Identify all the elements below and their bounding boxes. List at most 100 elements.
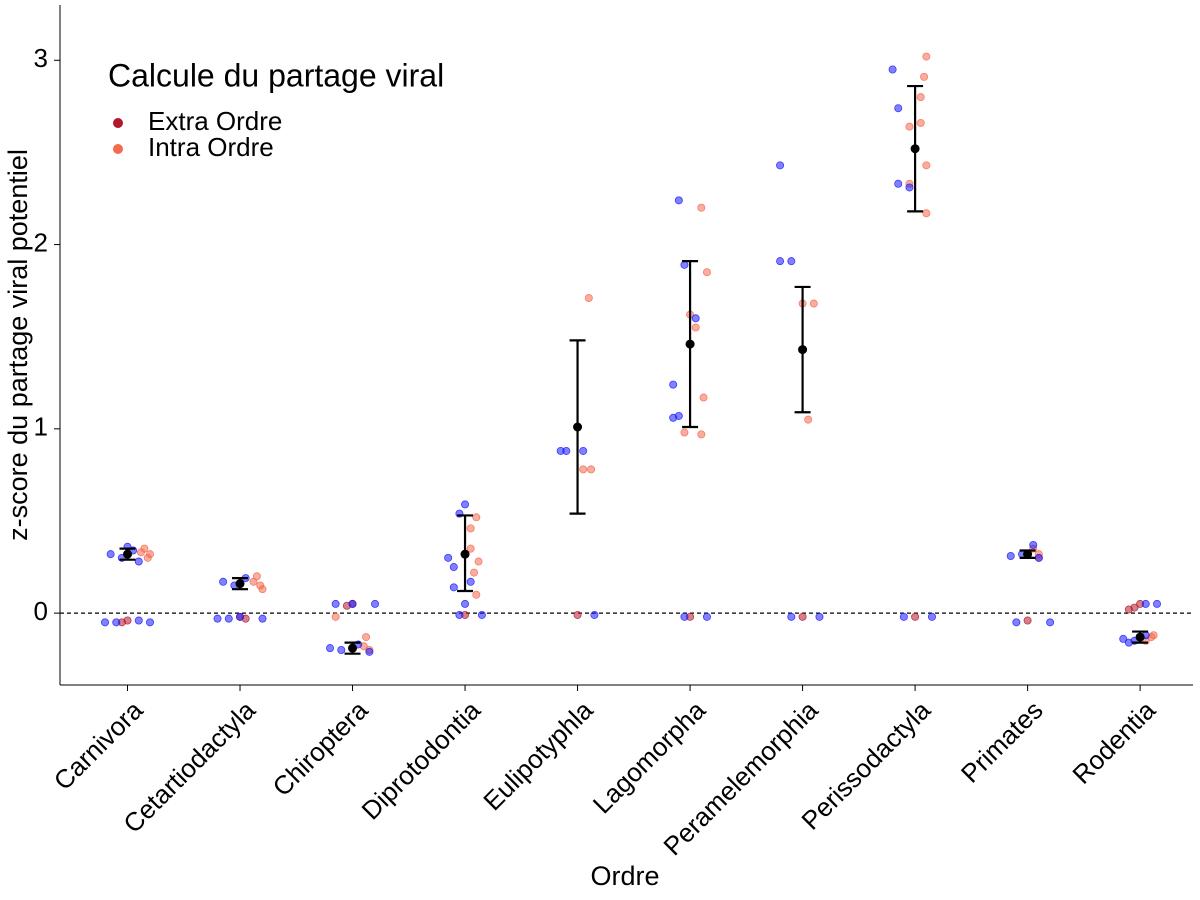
data-point bbox=[474, 557, 483, 566]
data-point bbox=[776, 161, 785, 170]
data-point bbox=[579, 465, 588, 474]
data-point bbox=[804, 415, 813, 424]
data-point bbox=[371, 599, 380, 608]
data-point bbox=[590, 610, 599, 619]
data-point bbox=[362, 633, 371, 642]
data-point bbox=[1124, 605, 1133, 614]
data-point bbox=[1149, 631, 1158, 640]
data-point bbox=[101, 618, 110, 627]
data-point bbox=[140, 544, 149, 553]
data-point bbox=[922, 52, 931, 61]
data-point bbox=[1012, 618, 1021, 627]
mean-point bbox=[798, 345, 808, 355]
data-point bbox=[466, 577, 475, 586]
data-point bbox=[213, 614, 222, 623]
data-point bbox=[236, 612, 245, 621]
legend-marker bbox=[113, 144, 123, 154]
data-point bbox=[1006, 552, 1015, 561]
data-point bbox=[669, 380, 678, 389]
y-tick-label: 1 bbox=[34, 412, 48, 442]
data-point bbox=[699, 393, 708, 402]
data-point bbox=[461, 599, 470, 608]
data-point bbox=[365, 647, 374, 656]
data-point bbox=[920, 72, 929, 81]
data-point bbox=[787, 612, 796, 621]
data-point bbox=[702, 612, 711, 621]
legend-label: Extra Ordre bbox=[148, 106, 282, 136]
data-point bbox=[331, 599, 340, 608]
data-point bbox=[899, 612, 908, 621]
data-point bbox=[916, 118, 925, 127]
data-point bbox=[331, 612, 340, 621]
data-point bbox=[888, 65, 897, 74]
data-point bbox=[1152, 599, 1161, 608]
data-point bbox=[1046, 618, 1055, 627]
mean-point bbox=[685, 339, 695, 349]
data-point bbox=[1141, 599, 1150, 608]
data-point bbox=[562, 446, 571, 455]
data-point bbox=[466, 544, 475, 553]
data-point bbox=[697, 430, 706, 439]
data-point bbox=[326, 644, 335, 653]
data-point bbox=[219, 577, 228, 586]
data-point bbox=[894, 104, 903, 113]
data-point bbox=[449, 583, 458, 592]
data-point bbox=[1034, 553, 1043, 562]
data-point bbox=[449, 563, 458, 572]
data-point bbox=[455, 610, 464, 619]
y-tick-label: 0 bbox=[34, 596, 48, 626]
data-point bbox=[587, 465, 596, 474]
data-point bbox=[337, 645, 346, 654]
data-point bbox=[252, 572, 261, 581]
data-point bbox=[112, 618, 121, 627]
y-axis-label: z-score du partage viral potentiel bbox=[3, 149, 33, 541]
data-point bbox=[697, 203, 706, 212]
data-point bbox=[922, 161, 931, 170]
data-point bbox=[584, 294, 593, 303]
data-point bbox=[691, 323, 700, 332]
data-point bbox=[680, 428, 689, 437]
data-point bbox=[106, 550, 115, 559]
data-point bbox=[680, 612, 689, 621]
data-point bbox=[1023, 616, 1032, 625]
data-point bbox=[579, 446, 588, 455]
data-point bbox=[916, 93, 925, 102]
data-point bbox=[911, 612, 920, 621]
data-point bbox=[1119, 634, 1128, 643]
data-point bbox=[258, 585, 267, 594]
data-point bbox=[573, 610, 582, 619]
mean-point bbox=[1023, 549, 1033, 559]
data-point bbox=[477, 610, 486, 619]
mean-point bbox=[910, 144, 920, 154]
y-tick-label: 2 bbox=[34, 227, 48, 257]
data-point bbox=[815, 612, 824, 621]
legend-marker bbox=[113, 118, 123, 128]
mean-point bbox=[123, 549, 133, 559]
data-point bbox=[472, 590, 481, 599]
data-point bbox=[674, 196, 683, 205]
legend-title: Calcule du partage viral bbox=[108, 57, 444, 93]
mean-point bbox=[348, 643, 358, 653]
data-point bbox=[787, 257, 796, 266]
data-point bbox=[894, 179, 903, 188]
data-point bbox=[348, 599, 357, 608]
legend-label: Intra Ordre bbox=[148, 132, 274, 162]
data-point bbox=[680, 260, 689, 269]
mean-point bbox=[460, 549, 470, 559]
mean-point bbox=[235, 579, 245, 589]
data-point bbox=[691, 314, 700, 323]
data-point bbox=[472, 513, 481, 522]
data-point bbox=[470, 568, 479, 577]
data-point bbox=[905, 183, 914, 192]
data-point bbox=[669, 413, 678, 422]
data-point bbox=[927, 612, 936, 621]
mean-point bbox=[1135, 632, 1145, 642]
mean-point bbox=[573, 422, 583, 432]
data-point bbox=[922, 209, 931, 218]
data-point bbox=[134, 557, 143, 566]
data-point bbox=[224, 614, 233, 623]
data-point bbox=[702, 268, 711, 277]
x-axis-label: Ordre bbox=[590, 861, 659, 891]
